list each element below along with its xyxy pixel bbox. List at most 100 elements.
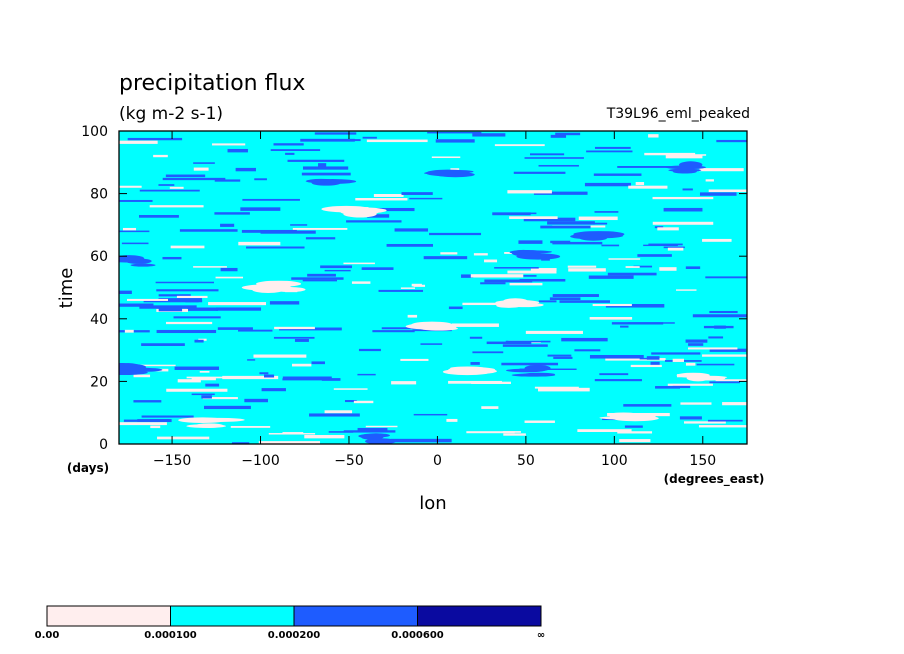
- texture-streak: [361, 267, 394, 270]
- x-tick-label: −100: [241, 453, 279, 469]
- texture-streak: [273, 336, 315, 339]
- texture-streak: [222, 375, 279, 380]
- colorbar-swatch: [170, 605, 295, 627]
- texture-streak: [273, 143, 304, 146]
- y-tick-label: 60: [90, 249, 108, 265]
- texture-streak: [708, 336, 724, 339]
- texture-streak: [158, 307, 183, 312]
- texture-streak: [305, 237, 336, 240]
- x-axis: −150 −100 −50 0 50 100 150: [153, 131, 716, 469]
- texture-streak: [435, 139, 475, 143]
- texture-streak: [650, 361, 660, 366]
- texture-streak: [709, 348, 747, 352]
- colorbar-swatch: [46, 605, 171, 627]
- texture-streak: [529, 153, 565, 156]
- texture-streak: [561, 337, 608, 342]
- plot-area: [119, 131, 747, 444]
- texture-streak: [486, 341, 532, 345]
- texture-streak: [667, 247, 684, 251]
- texture-streak: [709, 310, 738, 314]
- texture-streak: [121, 242, 149, 245]
- plot-frame: [118, 130, 748, 445]
- texture-streak: [205, 383, 220, 387]
- texture-streak: [291, 277, 344, 280]
- texture-streak: [589, 354, 644, 359]
- texture-streak: [429, 232, 482, 236]
- texture-streak: [378, 289, 424, 292]
- texture-streak: [547, 221, 595, 225]
- texture-streak: [407, 314, 418, 318]
- texture-streak: [119, 303, 154, 307]
- texture-streak: [217, 327, 253, 330]
- texture-streak: [127, 137, 183, 141]
- texture-streak: [709, 381, 740, 384]
- texture-streak: [158, 294, 191, 297]
- texture-streak: [692, 314, 747, 318]
- texture-streak: [318, 163, 327, 167]
- texture-streak: [138, 214, 179, 218]
- texture-streak: [150, 425, 161, 429]
- texture-streak: [659, 267, 677, 271]
- texture-streak: [268, 433, 316, 435]
- texture-streak: [533, 191, 588, 195]
- texture-streak: [165, 174, 206, 178]
- texture-streak: [133, 374, 151, 378]
- contour-patch: [130, 263, 156, 267]
- texture-streak: [343, 430, 396, 433]
- texture-streak: [394, 228, 429, 232]
- texture-streak: [269, 301, 300, 305]
- texture-streak: [320, 265, 353, 269]
- contour-patch: [524, 364, 551, 372]
- texture-streak: [702, 354, 747, 357]
- texture-streak: [608, 258, 641, 260]
- texture-streak: [448, 306, 463, 310]
- texture-streak: [411, 283, 422, 287]
- texture-streak: [577, 429, 632, 432]
- texture-streak: [199, 370, 210, 373]
- texture-streak: [170, 245, 205, 249]
- texture-streak: [119, 199, 153, 202]
- texture-streak: [362, 136, 377, 139]
- texture-streak: [176, 295, 208, 299]
- texture-streak: [461, 274, 474, 278]
- texture-streak: [643, 244, 678, 247]
- texture-streak: [351, 281, 371, 284]
- texture-streak: [156, 329, 217, 334]
- texture-streak: [714, 325, 726, 329]
- texture-streak: [400, 358, 429, 361]
- texture-streak: [685, 266, 701, 269]
- chart-units: (kg m-2 s-1): [119, 104, 223, 124]
- texture-streak: [187, 307, 218, 311]
- texture-streak: [302, 279, 338, 282]
- texture-streak: [617, 431, 653, 434]
- texture-streak: [242, 198, 300, 201]
- contour-patch: [665, 165, 706, 170]
- texture-streak: [302, 166, 349, 170]
- contour-patch: [496, 303, 522, 308]
- texture-streak: [655, 386, 680, 389]
- texture-streak: [261, 388, 286, 392]
- texture-streak: [707, 419, 743, 422]
- texture-streak: [588, 275, 634, 279]
- texture-streak: [716, 139, 747, 143]
- y-tick-label: 0: [99, 437, 108, 453]
- texture-streak: [599, 373, 629, 376]
- y-axis-units: (days): [67, 461, 109, 475]
- texture-streak: [169, 186, 184, 189]
- y-tick-label: 40: [90, 312, 108, 328]
- texture-streak: [472, 351, 504, 354]
- texture-streak: [156, 289, 219, 292]
- texture-streak: [141, 415, 194, 418]
- texture-streak: [620, 325, 629, 328]
- texture-streak: [191, 393, 215, 396]
- texture-streak: [682, 188, 693, 191]
- texture-streak: [715, 379, 747, 382]
- texture-streak: [699, 192, 737, 196]
- texture-streak: [427, 131, 482, 134]
- texture-streak: [648, 243, 683, 246]
- texture-streak: [343, 262, 375, 265]
- texture-streak: [162, 177, 226, 181]
- texture-streak: [149, 419, 172, 423]
- texture-streak: [119, 422, 167, 426]
- texture-streak: [212, 143, 246, 146]
